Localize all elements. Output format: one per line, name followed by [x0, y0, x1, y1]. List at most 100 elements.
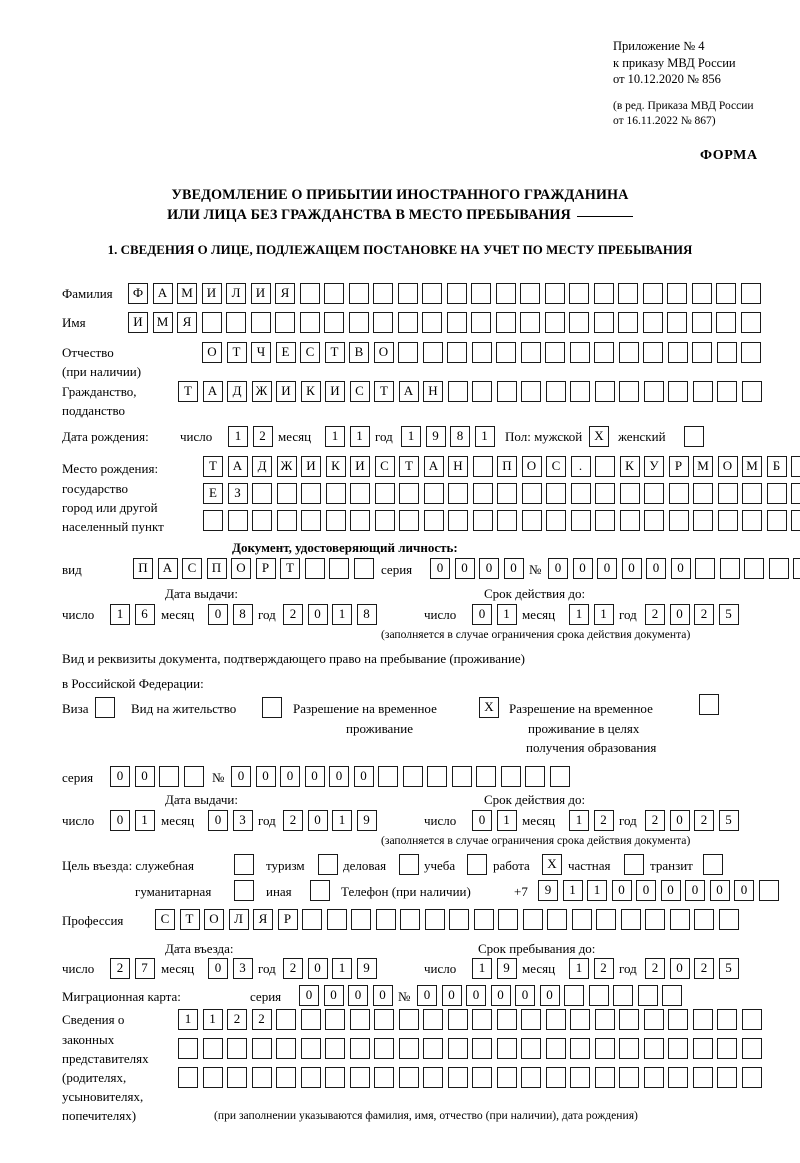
- char-cell[interactable]: 9: [538, 880, 558, 901]
- char-cell[interactable]: [694, 909, 714, 930]
- char-cell[interactable]: 1: [496, 810, 517, 831]
- char-cell[interactable]: Р: [277, 909, 298, 930]
- char-cell[interactable]: М: [693, 456, 713, 477]
- char-cell[interactable]: [350, 510, 370, 531]
- char-cell[interactable]: [178, 1067, 198, 1088]
- char-cell[interactable]: Т: [179, 909, 200, 930]
- char-cell[interactable]: 0: [208, 604, 228, 625]
- char-cell[interactable]: [397, 312, 418, 333]
- char-cell[interactable]: С: [374, 456, 395, 477]
- char-cell[interactable]: 1: [349, 426, 370, 447]
- field-legal-row-3[interactable]: [178, 1067, 762, 1088]
- char-cell[interactable]: [766, 510, 787, 531]
- char-cell[interactable]: 3: [232, 810, 253, 831]
- char-cell[interactable]: 0: [208, 810, 228, 831]
- char-cell[interactable]: [619, 1038, 639, 1059]
- char-cell[interactable]: [717, 1067, 737, 1088]
- char-cell[interactable]: 1: [202, 1009, 223, 1030]
- char-cell[interactable]: [423, 483, 444, 504]
- char-cell[interactable]: [595, 483, 615, 504]
- char-cell[interactable]: 9: [425, 426, 446, 447]
- char-cell[interactable]: [791, 456, 800, 477]
- char-cell[interactable]: [521, 483, 542, 504]
- char-cell[interactable]: 0: [539, 985, 560, 1006]
- char-cell[interactable]: 0: [454, 558, 475, 579]
- char-cell[interactable]: 0: [685, 880, 705, 901]
- char-cell[interactable]: С: [182, 558, 202, 579]
- char-cell[interactable]: [400, 909, 420, 930]
- char-cell[interactable]: [637, 985, 658, 1006]
- checkbox-sex-female[interactable]: [684, 426, 704, 447]
- char-cell[interactable]: Ж: [251, 381, 272, 402]
- char-cell[interactable]: А: [227, 456, 248, 477]
- char-cell[interactable]: [642, 312, 663, 333]
- char-cell[interactable]: 5: [718, 810, 739, 831]
- char-cell[interactable]: [275, 312, 295, 333]
- char-cell[interactable]: 0: [304, 766, 325, 787]
- char-cell[interactable]: 9: [356, 810, 377, 831]
- char-cell[interactable]: 1: [474, 426, 495, 447]
- char-cell[interactable]: 2: [283, 604, 303, 625]
- char-cell[interactable]: С: [546, 456, 566, 477]
- char-cell[interactable]: [159, 766, 179, 787]
- char-cell[interactable]: [521, 1009, 541, 1030]
- char-cell[interactable]: [667, 283, 687, 304]
- char-cell[interactable]: 0: [636, 880, 656, 901]
- char-cell[interactable]: И: [350, 456, 370, 477]
- char-cell[interactable]: Н: [448, 456, 468, 477]
- char-cell[interactable]: [472, 1038, 492, 1059]
- checkbox-purpose-work[interactable]: X: [542, 854, 562, 875]
- char-cell[interactable]: Н: [423, 381, 443, 402]
- char-cell[interactable]: [378, 766, 398, 787]
- char-cell[interactable]: [304, 558, 325, 579]
- char-cell[interactable]: 5: [718, 604, 739, 625]
- char-cell[interactable]: .: [570, 456, 591, 477]
- char-cell[interactable]: [643, 381, 664, 402]
- char-cell[interactable]: М: [177, 283, 197, 304]
- char-cell[interactable]: [570, 483, 591, 504]
- char-cell[interactable]: [691, 283, 712, 304]
- char-cell[interactable]: [250, 312, 271, 333]
- char-cell[interactable]: [325, 1038, 345, 1059]
- char-cell[interactable]: 0: [670, 558, 691, 579]
- char-cell[interactable]: О: [202, 342, 222, 363]
- char-cell[interactable]: [594, 381, 615, 402]
- char-cell[interactable]: Я: [253, 909, 273, 930]
- char-cell[interactable]: 0: [503, 558, 524, 579]
- char-cell[interactable]: [521, 381, 541, 402]
- char-cell[interactable]: И: [325, 381, 345, 402]
- char-cell[interactable]: [716, 312, 736, 333]
- char-cell[interactable]: [471, 342, 492, 363]
- char-cell[interactable]: Д: [227, 381, 247, 402]
- char-cell[interactable]: [668, 483, 689, 504]
- char-cell[interactable]: [300, 1038, 321, 1059]
- checkbox-purpose-business[interactable]: [399, 854, 419, 875]
- char-cell[interactable]: [669, 909, 690, 930]
- char-cell[interactable]: О: [231, 558, 251, 579]
- char-cell[interactable]: 2: [283, 958, 303, 979]
- char-cell[interactable]: [544, 312, 565, 333]
- char-cell[interactable]: [495, 312, 516, 333]
- char-cell[interactable]: [471, 283, 491, 304]
- char-cell[interactable]: [668, 1009, 688, 1030]
- char-cell[interactable]: [717, 381, 737, 402]
- char-cell[interactable]: Р: [255, 558, 276, 579]
- char-cell[interactable]: [593, 312, 614, 333]
- char-cell[interactable]: 3: [232, 958, 253, 979]
- char-cell[interactable]: Я: [275, 283, 295, 304]
- char-cell[interactable]: [276, 483, 297, 504]
- char-cell[interactable]: [398, 342, 418, 363]
- char-cell[interactable]: [643, 1038, 664, 1059]
- char-cell[interactable]: [692, 1067, 713, 1088]
- char-cell[interactable]: [619, 1067, 639, 1088]
- char-cell[interactable]: С: [300, 342, 320, 363]
- char-cell[interactable]: [691, 312, 712, 333]
- char-cell[interactable]: М: [742, 456, 762, 477]
